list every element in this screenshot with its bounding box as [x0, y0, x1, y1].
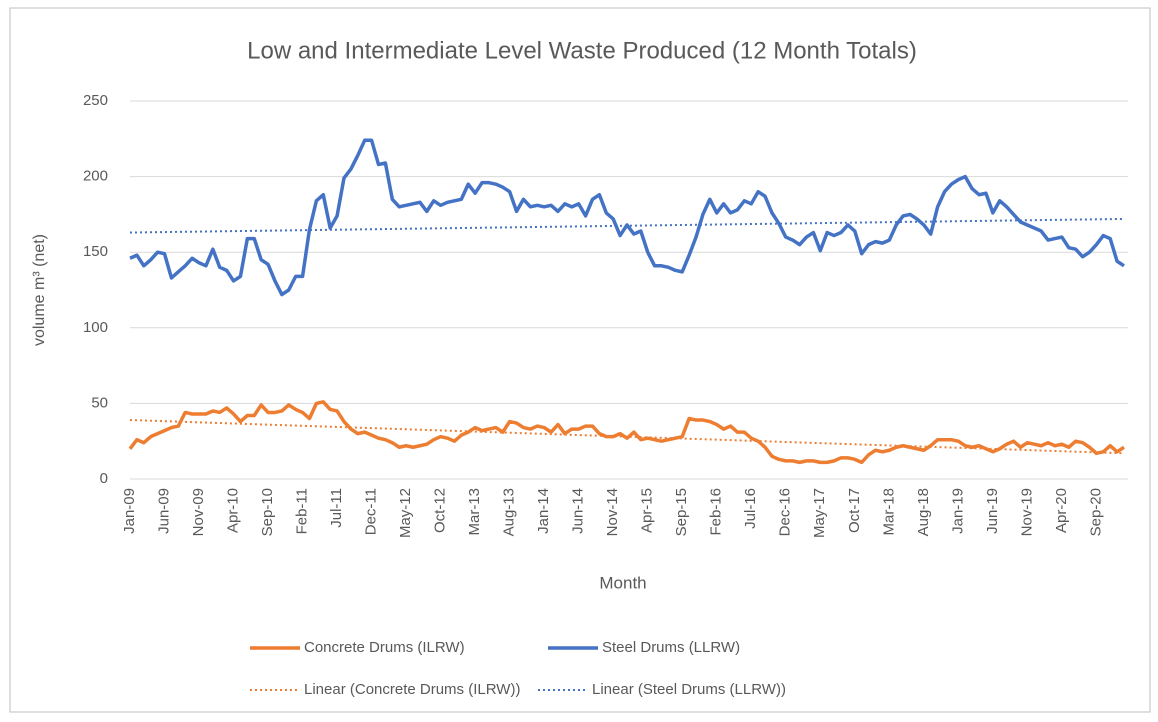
y-tick-label: 100	[83, 319, 108, 336]
x-tick-label: Jan-19	[949, 488, 966, 534]
trendline	[129, 217, 1125, 234]
x-tick-label: Apr-10	[225, 488, 242, 533]
x-tick-label: Jun-19	[984, 488, 1001, 534]
legend-label: Steel Drums (LLRW)	[602, 639, 740, 656]
x-tick-label: Feb-11	[294, 488, 311, 534]
y-tick-label: 150	[83, 243, 108, 260]
x-tick-label: May-17	[811, 488, 828, 538]
x-tick-label: Aug-18	[915, 488, 932, 536]
x-tick-label: Jul-16	[742, 488, 759, 529]
x-tick-label: Mar-13	[466, 488, 483, 536]
data-line	[129, 138, 1125, 297]
legend-label: Linear (Concrete Drums (ILRW))	[304, 681, 520, 698]
x-tick-label: Jan-14	[535, 488, 552, 534]
x-tick-label: Dec-11	[363, 488, 380, 535]
x-tick-label: Oct-12	[432, 488, 449, 533]
x-tick-label: Oct-17	[846, 488, 863, 533]
y-tick-label: 50	[91, 394, 108, 411]
x-tick-label: Feb-16	[708, 488, 725, 536]
x-tick-label: Jan-09	[121, 488, 138, 534]
legend-label: Linear (Steel Drums (LLRW))	[592, 681, 786, 698]
data-line	[128, 400, 1125, 465]
x-axis-label: Month	[599, 573, 646, 592]
x-tick-label: Apr-15	[639, 488, 656, 533]
trendline	[129, 419, 1125, 455]
y-axis-label: volume m³ (net)	[31, 234, 48, 346]
x-tick-label: Sep-20	[1087, 488, 1104, 536]
legend-label: Concrete Drums (ILRW)	[304, 639, 465, 656]
x-tick-label: Jun-14	[570, 488, 587, 534]
x-tick-label: Mar-18	[880, 488, 897, 536]
x-tick-label: Aug-13	[501, 488, 518, 536]
x-tick-label: Jun-09	[155, 488, 172, 534]
y-tick-label: 250	[83, 92, 108, 109]
x-tick-label: Nov-09	[190, 488, 207, 536]
x-tick-label: May-12	[397, 488, 414, 538]
chart-frame	[9, 7, 1151, 713]
y-tick-label: 200	[83, 168, 108, 185]
y-tick-label: 0	[100, 470, 108, 487]
x-tick-label: Sep-10	[259, 488, 276, 536]
x-tick-label: Dec-16	[777, 488, 794, 536]
x-tick-label: Nov-14	[604, 488, 621, 536]
x-tick-label: Nov-19	[1018, 488, 1035, 536]
x-tick-label: Apr-20	[1053, 488, 1070, 533]
x-tick-label: Sep-15	[673, 488, 690, 536]
x-tick-label: Jul-11	[328, 488, 345, 528]
chart-title: Low and Intermediate Level Waste Produce…	[247, 37, 917, 64]
